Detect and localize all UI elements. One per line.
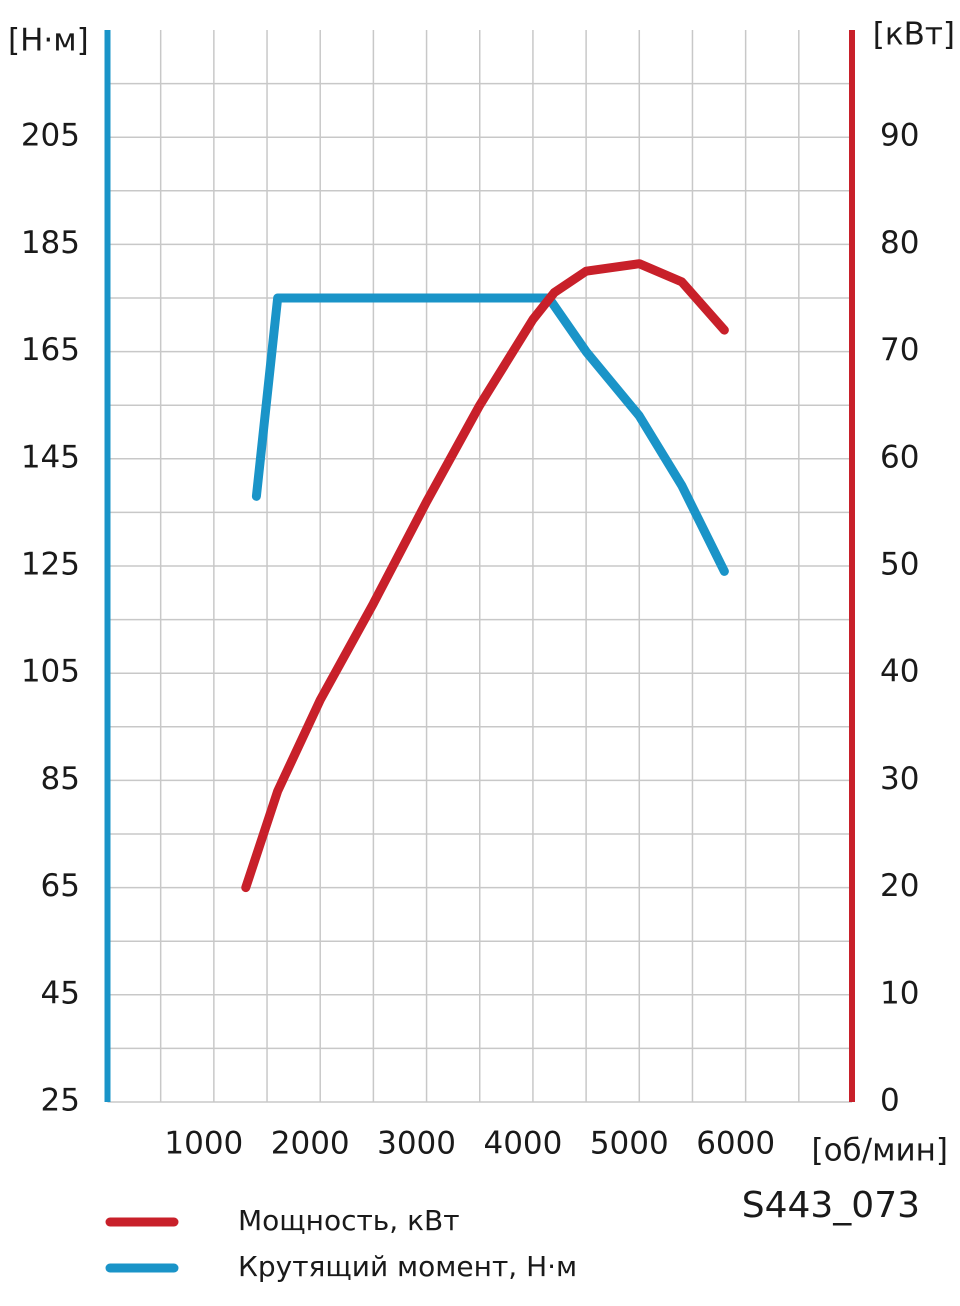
- series-line: [241, 259, 729, 893]
- figure-code: S443_073: [742, 1185, 920, 1226]
- y2-tick-label: 80: [880, 225, 919, 261]
- x-tick-label: 3000: [377, 1126, 456, 1162]
- x-tick-label: 5000: [590, 1126, 669, 1162]
- y-tick-label: 205: [21, 118, 80, 154]
- x-axis-label: [об/мин]: [811, 1133, 948, 1169]
- y2-tick-label: 20: [880, 868, 919, 904]
- y2-tick-label: 30: [880, 761, 919, 797]
- y-axis-label: [Н·м]: [8, 23, 89, 59]
- y2-tick-label: 10: [880, 975, 919, 1011]
- y2-tick-label: 50: [880, 547, 919, 583]
- y-tick-label: 145: [21, 439, 80, 475]
- legend-label: Крутящий момент, Н·м: [238, 1250, 577, 1283]
- y-tick-label: 45: [41, 975, 80, 1011]
- y2-axis-label: [кВт]: [873, 17, 955, 53]
- x-tick-label: 4000: [483, 1126, 562, 1162]
- x-tick-label: 1000: [164, 1126, 243, 1162]
- series-line: [251, 293, 729, 576]
- y2-tick-label: 60: [880, 439, 919, 475]
- y2-tick-label: 0: [880, 1083, 900, 1119]
- legend-label: Мощность, кВт: [238, 1204, 460, 1237]
- y-tick-label: 65: [41, 868, 80, 904]
- y-tick-label: 105: [21, 654, 80, 690]
- y-tick-label: 165: [21, 332, 80, 368]
- y-tick-label: 185: [21, 225, 80, 261]
- y2-tick-label: 90: [880, 118, 919, 154]
- y-tick-label: 125: [21, 547, 80, 583]
- x-tick-label: 2000: [271, 1126, 350, 1162]
- y2-tick-label: 40: [880, 654, 919, 690]
- y-tick-label: 85: [41, 761, 80, 797]
- y-tick-label: 25: [41, 1083, 80, 1119]
- y2-tick-label: 70: [880, 332, 919, 368]
- x-tick-label: 6000: [696, 1126, 775, 1162]
